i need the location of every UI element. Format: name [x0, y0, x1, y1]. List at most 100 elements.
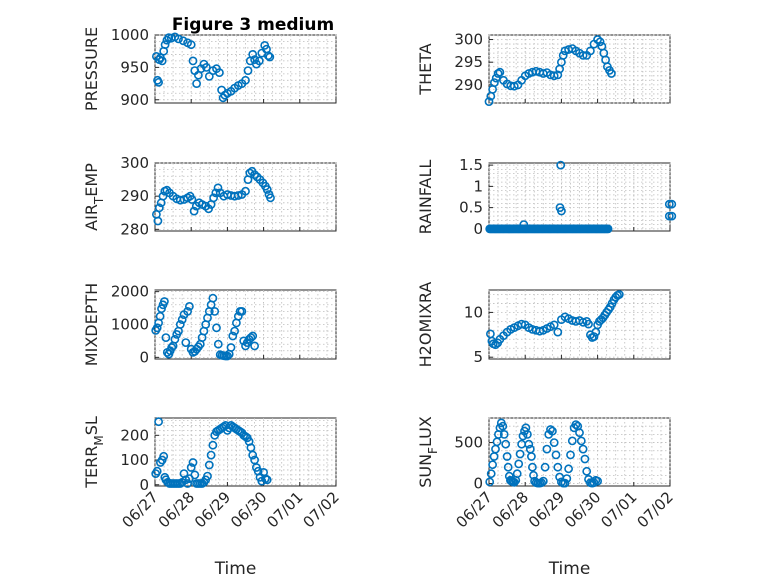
- data-point: [593, 476, 602, 486]
- x-tick-label: 06/29: [191, 488, 234, 531]
- y-axis-label: SUNFLUX: [416, 416, 440, 488]
- data-point: [509, 477, 519, 487]
- y-axis-label-main: THETA: [416, 43, 435, 95]
- data-point: [549, 71, 559, 81]
- data-point: [553, 462, 563, 472]
- data-point: [515, 449, 525, 459]
- subplot-air-temp: 280 290 300 AIRTEMP: [82, 154, 337, 238]
- data-point: [518, 431, 528, 441]
- y-tick-label: 295: [454, 53, 483, 71]
- data-point: [589, 332, 599, 341]
- data-point: [578, 444, 588, 454]
- data-point: [489, 78, 499, 87]
- y-tick-label: 1.5: [459, 156, 483, 174]
- data-point: [556, 160, 566, 170]
- y-tick-label: 280: [120, 220, 149, 238]
- axes-frame: [154, 289, 337, 360]
- subplot-mixdepth: 0 1000 2000 MIXDEPTH: [82, 283, 337, 366]
- x-tick-label: 06/27: [119, 488, 162, 531]
- y-tick-label: 10: [464, 303, 483, 321]
- data-point: [537, 478, 546, 488]
- y-axis-label-main: SUN: [416, 454, 435, 488]
- data-point: [228, 331, 238, 341]
- data-point: [571, 420, 581, 429]
- data-point: [159, 297, 169, 306]
- data-point: [183, 306, 192, 316]
- data-point: [204, 460, 214, 470]
- data-point: [502, 452, 512, 461]
- series-markers: [151, 417, 272, 488]
- data-point: [154, 203, 164, 213]
- data-point: [214, 68, 224, 77]
- y-axis-label-tail: LUX: [416, 416, 435, 447]
- y-axis-label-main: MIXDEPTH: [82, 283, 101, 366]
- y-axis-label-main: RAINFALL: [416, 160, 435, 235]
- series-markers: [485, 418, 602, 488]
- data-point: [549, 438, 559, 447]
- y-tick-label: 0: [473, 475, 483, 493]
- data-point: [580, 454, 590, 464]
- data-point: [558, 51, 568, 60]
- data-point: [503, 462, 513, 472]
- data-point: [204, 204, 213, 214]
- subplot-theta: 290 295 300 THETA: [416, 31, 671, 106]
- data-point: [189, 206, 199, 216]
- data-point: [248, 50, 258, 59]
- y-axis-label-main: AIR: [82, 204, 101, 231]
- y-tick-label: 300: [120, 154, 149, 172]
- data-point: [614, 290, 624, 299]
- data-point: [248, 450, 258, 460]
- data-point: [208, 440, 218, 450]
- data-point: [265, 52, 275, 62]
- data-point: [499, 429, 509, 439]
- data-point: [160, 40, 170, 50]
- x-axis-label: Time: [548, 559, 591, 579]
- y-axis-label-main: H2OMIXRA: [416, 282, 435, 368]
- data-point: [576, 436, 586, 446]
- data-point: [222, 351, 232, 361]
- data-point: [161, 333, 171, 342]
- grid: [488, 34, 671, 104]
- data-point: [250, 341, 259, 351]
- data-point: [157, 304, 166, 314]
- data-point: [546, 425, 555, 434]
- y-axis-label: H2OMIXRA: [416, 282, 435, 368]
- y-tick-label: 300: [454, 31, 483, 49]
- data-point: [667, 199, 677, 209]
- data-point: [181, 338, 191, 347]
- y-tick-label: 2000: [111, 283, 149, 301]
- y-axis-label-sub: T: [92, 196, 106, 205]
- data-point: [566, 450, 575, 460]
- x-tick-label: 07/02: [300, 488, 343, 531]
- axes-frame: [488, 417, 671, 487]
- data-point: [603, 224, 613, 234]
- data-point: [527, 452, 536, 461]
- data-point: [524, 439, 534, 449]
- data-point: [535, 326, 545, 336]
- x-tick-label: 07/01: [263, 488, 306, 531]
- data-point: [175, 320, 185, 329]
- data-point: [154, 77, 163, 87]
- y-tick-label: 290: [454, 76, 483, 94]
- data-point: [484, 97, 494, 106]
- data-point: [241, 186, 250, 196]
- x-tick-label: 07/01: [597, 488, 640, 531]
- data-point: [184, 301, 194, 311]
- x-tick-label: 06/30: [561, 488, 604, 531]
- series-markers: [151, 293, 259, 361]
- data-point: [542, 444, 552, 454]
- data-point: [230, 326, 239, 336]
- data-point: [564, 464, 573, 474]
- series-markers: [485, 290, 624, 350]
- data-point: [211, 188, 221, 198]
- data-point: [263, 51, 273, 61]
- data-point: [486, 469, 496, 479]
- y-tick-label: 0: [139, 476, 149, 494]
- y-axis-label: THETA: [416, 43, 435, 95]
- data-point: [167, 343, 177, 352]
- data-point: [595, 37, 605, 47]
- subplot-h2omixra: 5 10 H2OMIXRA: [416, 282, 671, 368]
- data-point: [488, 460, 497, 470]
- data-point: [213, 339, 223, 349]
